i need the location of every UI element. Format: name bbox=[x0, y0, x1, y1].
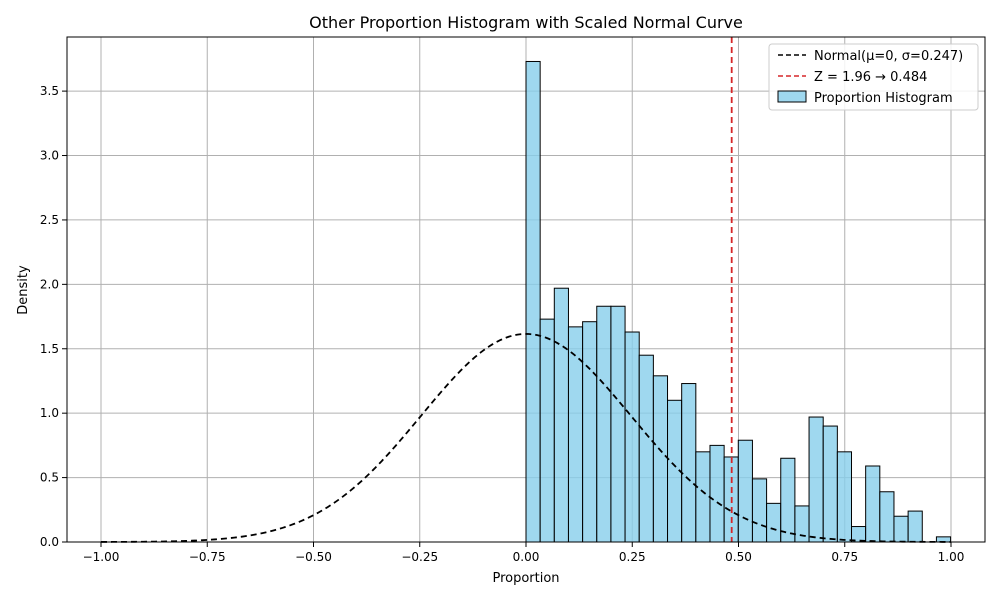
histogram-bar bbox=[638, 354, 654, 543]
legend: Normal(μ=0, σ=0.247) Z = 1.96 → 0.484 Pr… bbox=[768, 43, 979, 111]
histogram-bar bbox=[709, 444, 725, 543]
histogram-bar bbox=[695, 451, 711, 543]
x-axis-label: Proportion bbox=[492, 571, 559, 586]
normal-curve-layer bbox=[101, 333, 951, 543]
histogram-bar bbox=[553, 287, 569, 543]
x-tick-label: 1.00 bbox=[938, 550, 965, 564]
y-tick-label: 0.5 bbox=[40, 471, 59, 485]
histogram-bar bbox=[865, 465, 881, 543]
legend-normal-label: Normal(μ=0, σ=0.247) bbox=[814, 49, 963, 64]
histogram-bar bbox=[582, 321, 598, 543]
histogram-bar bbox=[893, 515, 909, 543]
normal-curve bbox=[101, 333, 951, 543]
y-axis-label: Density bbox=[16, 265, 31, 315]
x-tick-label: 0.75 bbox=[831, 550, 858, 564]
histogram-bar bbox=[836, 451, 853, 543]
y-tick-label: 2.0 bbox=[40, 277, 59, 291]
legend-box bbox=[768, 43, 979, 111]
y-tick-label: 2.5 bbox=[40, 213, 59, 227]
histogram-bar bbox=[822, 425, 838, 543]
y-tick-label: 1.0 bbox=[40, 406, 59, 420]
x-tick-label: −0.25 bbox=[401, 550, 438, 564]
x-tick-label: 0.25 bbox=[619, 550, 646, 564]
histogram-bar bbox=[907, 510, 923, 543]
histogram-bar bbox=[539, 318, 555, 543]
histogram-bar bbox=[780, 457, 796, 543]
x-tick-label: −0.50 bbox=[295, 550, 332, 564]
chart-title: Other Proportion Histogram with Scaled N… bbox=[309, 13, 743, 32]
y-tick-label: 3.0 bbox=[40, 149, 59, 163]
x-tick-label: −0.75 bbox=[189, 550, 226, 564]
legend-histogram-swatch bbox=[777, 90, 807, 103]
histogram-bar bbox=[624, 331, 640, 543]
histogram-bar bbox=[652, 375, 669, 543]
y-tick-label: 3.5 bbox=[40, 84, 59, 98]
histogram-bar bbox=[808, 416, 824, 543]
x-tick-label: 0.00 bbox=[513, 550, 540, 564]
y-axis-ticks: 0.0 0.5 1.0 1.5 2.0 2.5 3.0 3.5 bbox=[40, 84, 67, 549]
histogram-bar bbox=[596, 305, 612, 543]
histogram-bar bbox=[766, 502, 782, 543]
y-tick-label: 0.0 bbox=[40, 535, 59, 549]
legend-threshold-label: Z = 1.96 → 0.484 bbox=[814, 70, 927, 85]
histogram-bar bbox=[681, 383, 697, 543]
histogram-bar bbox=[751, 478, 768, 543]
y-tick-label: 1.5 bbox=[40, 342, 59, 356]
histogram-bar bbox=[737, 439, 753, 543]
legend-histogram-label: Proportion Histogram bbox=[814, 91, 953, 106]
histogram-bar bbox=[610, 305, 626, 543]
x-tick-label: 0.50 bbox=[725, 550, 752, 564]
histogram-bar bbox=[794, 505, 810, 543]
histogram-bar bbox=[879, 491, 895, 543]
histogram-bar bbox=[525, 60, 541, 543]
x-tick-label: −1.00 bbox=[83, 550, 120, 564]
x-axis-ticks: −1.00 −0.75 −0.50 −0.25 0.00 0.25 0.50 0.75 1.00 bbox=[83, 542, 965, 564]
